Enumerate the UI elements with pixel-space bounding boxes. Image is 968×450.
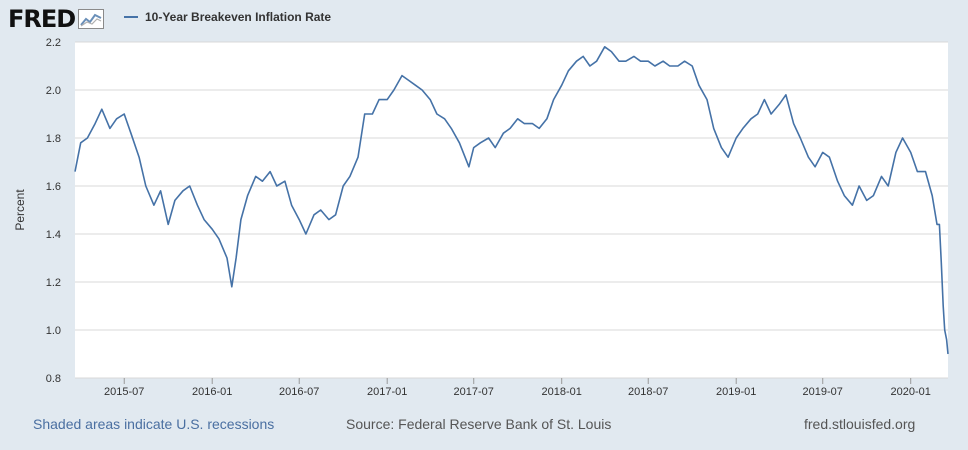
y-tick-label: 1.4 xyxy=(46,229,61,241)
line-chart: 0.81.01.21.41.61.82.02.2 2015-07 2016-01 2… xyxy=(13,37,949,398)
x-tick-label: 2018-07 xyxy=(628,386,668,398)
plot-area xyxy=(75,42,948,378)
x-tick-label: 2018-01 xyxy=(542,386,582,398)
y-tick-label: 1.8 xyxy=(46,133,61,145)
fred-logo-text: FRED xyxy=(8,5,76,33)
source-note: Source: Federal Reserve Bank of St. Loui… xyxy=(346,416,612,432)
y-tick-label: 1.6 xyxy=(46,181,61,193)
x-tick-label: 2016-07 xyxy=(279,386,319,398)
y-axis-ticks: 0.8 1.0 1.2 1.4 1.6 1.8 2.0 2.2 xyxy=(46,37,61,385)
y-tick-label: 2.2 xyxy=(46,37,61,49)
y-axis-label: Percent xyxy=(13,189,27,231)
x-tick-label: 2019-07 xyxy=(803,386,843,398)
x-tick-label: 2017-01 xyxy=(367,386,407,398)
recessions-link[interactable]: Shaded areas indicate U.S. recessions xyxy=(33,416,275,432)
x-axis-ticks: 2015-07 2016-01 2016-07 2017-01 2017-07 2018-… xyxy=(104,378,931,398)
x-tick-label: 2017-07 xyxy=(454,386,494,398)
y-tick-label: 1.2 xyxy=(46,277,61,289)
series-line xyxy=(74,46,949,355)
fred-logo[interactable]: FRED xyxy=(8,5,105,33)
y-tick-label: 0.8 xyxy=(46,373,61,385)
fred-url-link[interactable]: fred.stlouisfed.org xyxy=(804,416,916,432)
grid-lines xyxy=(75,41,948,379)
x-tick-label: 2015-07 xyxy=(104,386,144,398)
line-chart-icon xyxy=(78,9,105,29)
y-tick-label: 2.0 xyxy=(46,85,61,97)
legend-swatch xyxy=(124,16,138,18)
x-tick-label: 2020-01 xyxy=(891,386,931,398)
legend-series-label: 10-Year Breakeven Inflation Rate xyxy=(145,10,332,24)
y-tick-label: 1.0 xyxy=(46,325,61,337)
chart-legend: 10-Year Breakeven Inflation Rate xyxy=(124,10,331,24)
x-tick-label: 2019-01 xyxy=(716,386,756,398)
x-tick-label: 2016-01 xyxy=(192,386,232,398)
